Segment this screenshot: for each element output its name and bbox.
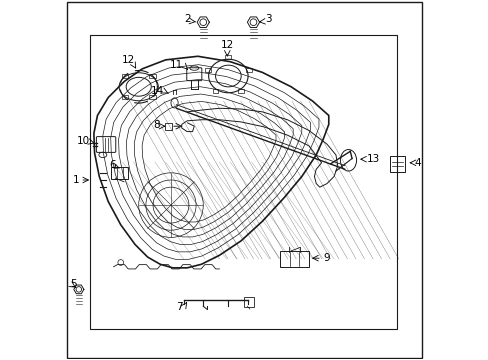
Text: 12: 12 [122, 54, 135, 64]
Text: 14: 14 [150, 86, 163, 96]
Text: 2: 2 [183, 14, 190, 24]
Text: 3: 3 [265, 14, 271, 24]
Text: 5: 5 [70, 279, 76, 289]
Text: 13: 13 [366, 154, 379, 164]
Text: 10: 10 [76, 136, 89, 145]
Text: 1: 1 [73, 175, 79, 185]
Text: 4: 4 [414, 158, 421, 168]
Text: 7: 7 [176, 302, 183, 312]
Text: 11: 11 [170, 60, 183, 70]
Text: 6: 6 [108, 160, 119, 170]
Text: 9: 9 [323, 253, 329, 263]
Text: 8: 8 [153, 121, 159, 130]
Text: 12: 12 [220, 40, 233, 50]
Bar [90, 35, 396, 329]
